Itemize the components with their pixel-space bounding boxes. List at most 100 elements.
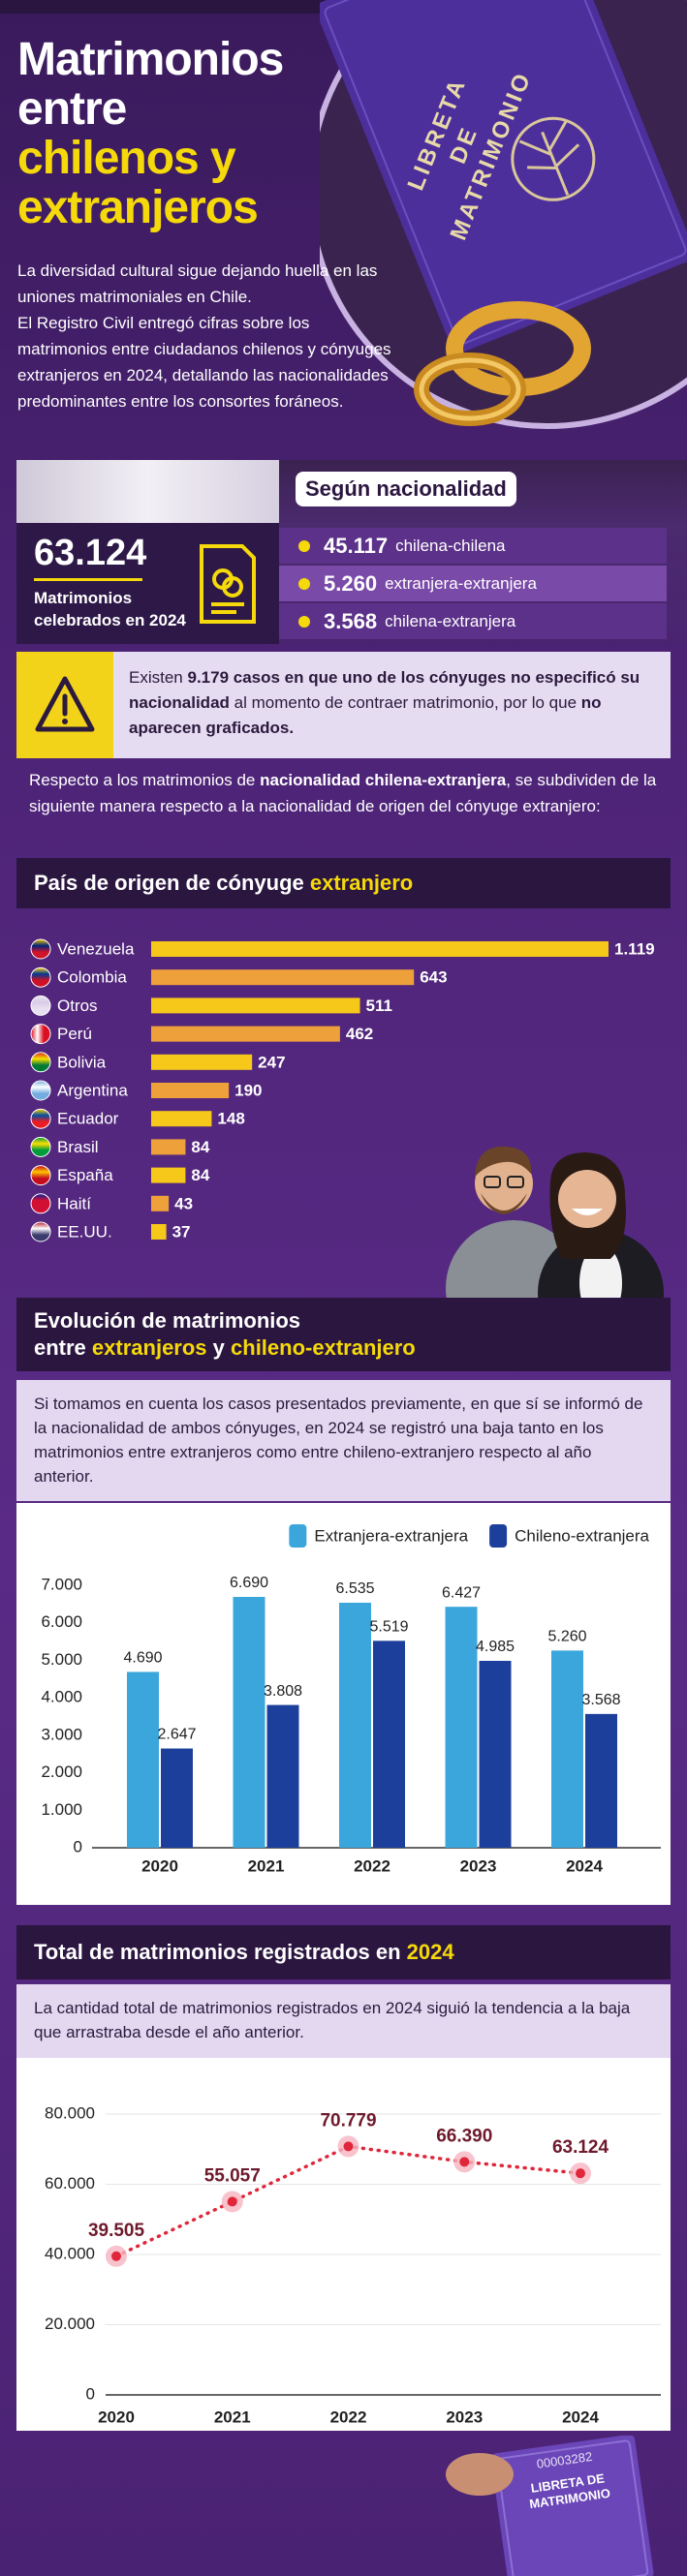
x-tick-label: 2022	[330, 2407, 367, 2426]
origin-intro: Respecto a los matrimonios de nacionalid…	[29, 767, 659, 819]
x-tick-label: 2023	[446, 2407, 483, 2426]
category-label: Colombia	[57, 968, 127, 987]
value-label: 6.535	[335, 1580, 374, 1597]
wedding-photo	[16, 460, 279, 523]
category-label: Otros	[57, 997, 98, 1015]
intro-paragraph: El Registro Civil entregó cifras sobre l…	[17, 314, 391, 411]
title-line: País de origen de cónyuge extranjero	[34, 870, 653, 897]
title-line: extranjeros	[17, 182, 259, 233]
bar	[151, 1195, 170, 1211]
value-label: 6.690	[230, 1575, 268, 1591]
text-segment: Evolución de matrimonios	[34, 1308, 301, 1333]
value-label: 70.779	[320, 2110, 376, 2131]
text-segment: , se subdividen de la siguiente manera r…	[29, 771, 657, 815]
x-tick-label: 2020	[141, 1856, 178, 1875]
y-tick-label: 1.000	[41, 1800, 82, 1819]
bar	[585, 1713, 617, 1848]
main-title: Matrimonios entre chilenos y extranjeros	[17, 34, 284, 233]
text-segment: Respecto a los matrimonios de	[29, 771, 261, 789]
value-label: 3.568	[581, 1692, 620, 1708]
legend-label: Extranjera-extranjera	[314, 1526, 468, 1545]
bar	[151, 1224, 167, 1240]
value-label: 190	[234, 1081, 262, 1099]
value-label: 66.390	[436, 2126, 492, 2146]
flag	[30, 1052, 51, 1073]
category-label: Brasil	[57, 1138, 99, 1156]
intro-paragraph: La diversidad cultural sigue dejando hue…	[17, 261, 378, 306]
y-tick-label: 5.000	[41, 1650, 82, 1669]
bar	[151, 1139, 186, 1155]
category-label: Haití	[57, 1194, 91, 1212]
evolution-chart: 0 1.000 2.000 3.000 4.000 5.000 6.000 7.000 2020…	[16, 1503, 671, 1905]
bold-text: no aparecen graficados.	[129, 693, 602, 737]
flag	[30, 1193, 51, 1214]
legend-item: Extranjera-extranjera	[289, 1524, 469, 1548]
x-tick-label: 2023	[460, 1856, 497, 1875]
flag	[30, 1221, 51, 1242]
x-tick-label: 2024	[566, 1856, 603, 1875]
breakdown-value: 5.260	[324, 570, 378, 596]
warning-icon-box	[16, 652, 113, 758]
value-label: 84	[191, 1138, 209, 1156]
legend-swatch	[489, 1524, 508, 1548]
category-label: Bolivia	[57, 1053, 107, 1071]
y-tick-label: 3.000	[41, 1725, 82, 1743]
flag	[30, 1080, 51, 1101]
category-label: Venezuela	[57, 939, 135, 958]
marker	[576, 2168, 585, 2179]
bold-text: 9.179 casos en que uno de los cónyuges n…	[129, 668, 640, 712]
bar	[151, 1083, 230, 1098]
bar	[479, 1661, 512, 1848]
bar	[233, 1597, 265, 1848]
legend-label: Chileno-extranjera	[515, 1526, 649, 1545]
breakdown-value: 45.117	[324, 533, 389, 558]
value-label: 63.124	[552, 2137, 609, 2158]
title-line: Matrimonios	[17, 34, 284, 85]
bar	[551, 1650, 583, 1848]
value-label: 37	[172, 1222, 191, 1241]
bullet	[298, 615, 310, 628]
y-tick-label: 7.000	[41, 1575, 82, 1593]
flag	[30, 995, 51, 1016]
bar	[151, 969, 415, 986]
breakdown-row: 45.117 chilena-chilena	[279, 528, 667, 564]
text-segment: Existen	[129, 668, 188, 687]
value-label: 4.690	[123, 1650, 162, 1667]
section-description: Si tomamos en cuenta los casos presentad…	[16, 1380, 671, 1501]
certificate-icon	[200, 544, 256, 624]
bar	[151, 1111, 212, 1127]
value-label: 55.057	[204, 2165, 261, 2186]
category-label: España	[57, 1166, 113, 1184]
legend-swatch	[289, 1524, 307, 1548]
value-label: 5.260	[547, 1629, 586, 1645]
value-label: 4.985	[476, 1639, 515, 1655]
breakdown-value: 3.568	[324, 608, 378, 633]
x-tick-label: 2021	[248, 1856, 285, 1875]
value-label: 39.505	[88, 2221, 145, 2241]
value-label: 643	[420, 968, 447, 987]
y-tick-label: 20.000	[45, 2315, 95, 2333]
value-label: 247	[258, 1053, 285, 1071]
flag	[30, 1136, 51, 1157]
marker	[227, 2196, 237, 2207]
title-line: Evolución de matrimonios	[34, 1307, 653, 1334]
bar	[151, 941, 609, 957]
total-box	[16, 523, 279, 644]
text-segment: Total de matrimonios registrados en	[34, 1940, 407, 1964]
category-label: Perú	[57, 1025, 92, 1043]
y-tick-label: 40.000	[45, 2244, 95, 2262]
flag	[30, 966, 51, 988]
value-label: 1.119	[614, 939, 655, 958]
total-value: 63.124	[34, 533, 147, 573]
highlight-text: chileno-extranjero	[231, 1335, 416, 1360]
section-title: País de origen de cónyuge extranjero	[16, 858, 671, 908]
value-label: 511	[366, 997, 392, 1015]
value-label: 43	[174, 1194, 193, 1212]
text-segment: al momento de contraer matrimonio, por l…	[229, 693, 581, 712]
origin-chart: Venezuela 1.119 Colombia 643 Otros 511 Perú 462…	[30, 938, 655, 1242]
warning-icon	[35, 676, 95, 732]
bar	[266, 1704, 299, 1848]
title-line: Total de matrimonios registrados en 2024	[34, 1939, 653, 1966]
bar	[339, 1603, 371, 1848]
